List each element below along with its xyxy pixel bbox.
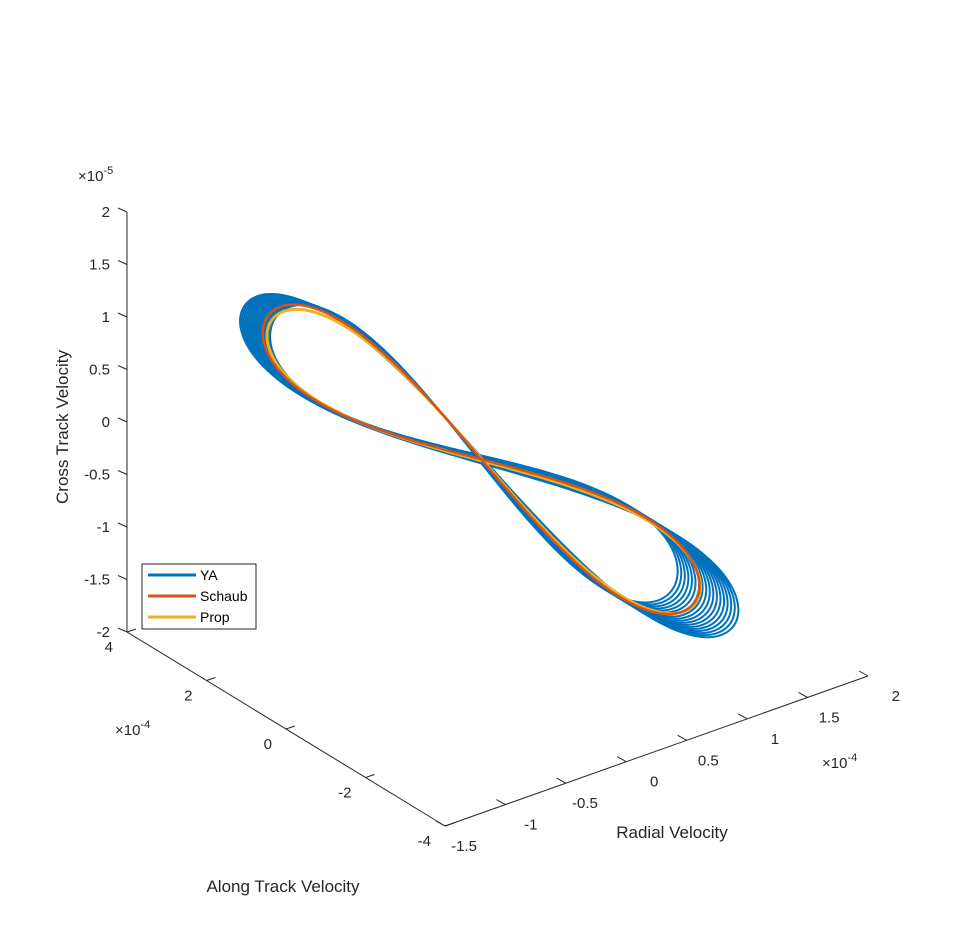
legend-schaub-label: Schaub: [200, 588, 248, 604]
y-tick-label: -4: [418, 833, 431, 850]
x-tick-label: -1: [524, 817, 537, 834]
y-tick-label: 0: [264, 736, 272, 753]
y-exponent-label: ×10-4: [115, 719, 150, 739]
x-tick-mark: [798, 691, 808, 698]
axes-lines: [126, 212, 869, 827]
y-tick-mark: [444, 822, 455, 827]
y-tick-label: -2: [338, 785, 351, 802]
z-tick-mark: [117, 627, 128, 633]
z-tick-mark: [117, 575, 128, 580]
schaub-loop: [261, 303, 701, 616]
z-tick-label: 2: [102, 204, 110, 221]
y-axis-ticks: -4 -2 0 2 4: [105, 628, 455, 850]
x-tick-mark: [435, 820, 446, 827]
legend: YA Schaub Prop: [141, 563, 257, 630]
z-tick-mark: [117, 207, 128, 213]
z-exponent-label: ×10-5: [78, 165, 113, 185]
y-tick-mark: [126, 628, 137, 633]
z-tick-label: -0.5: [84, 467, 110, 484]
y-tick-mark: [285, 725, 296, 730]
z-tick-label: 1: [102, 309, 110, 326]
series-schaub-line: [261, 303, 701, 616]
z-tick-label: 1.5: [89, 257, 110, 274]
z-tick-mark: [117, 312, 128, 318]
x-tick-label: -1.5: [451, 838, 477, 855]
z-axis-label: Cross Track Velocity: [53, 350, 72, 504]
z-tick-mark: [117, 522, 128, 528]
x-axis-label: Radial Velocity: [616, 823, 728, 842]
z-tick-label: 0.5: [89, 362, 110, 379]
x-tick-mark: [556, 777, 567, 784]
z-tick-mark: [117, 260, 128, 265]
x-tick-mark: [617, 756, 627, 763]
x-tick-mark: [737, 713, 748, 720]
z-axis-ticks: -2 -1.5 -1 -0.5 0 0.5 1 1.5 2: [84, 204, 128, 641]
x-tick-label: 1: [771, 731, 779, 748]
legend-prop-label: Prop: [200, 609, 230, 625]
y-tick-mark: [365, 774, 375, 778]
x-tick-label: 0: [650, 774, 658, 791]
z-tick-label: -2: [97, 624, 110, 641]
z-tick-mark: [117, 470, 128, 475]
x-axis-line: [444, 675, 869, 827]
x-tick-label: -0.5: [572, 795, 598, 812]
z-tick-mark: [117, 417, 128, 423]
x-tick-mark: [677, 734, 687, 741]
x-exponent-label: ×10-4: [822, 752, 857, 772]
z-tick-label: -1: [97, 519, 110, 536]
x-tick-mark: [858, 670, 869, 677]
y-tick-label: 2: [184, 688, 192, 705]
legend-ya-label: YA: [200, 567, 218, 583]
x-tick-label: 1.5: [819, 709, 840, 726]
z-tick-mark: [117, 365, 128, 370]
x-tick-label: 0.5: [698, 752, 719, 769]
y-tick-label: 4: [105, 639, 113, 656]
z-tick-label: 0: [102, 414, 110, 431]
x-tick-mark: [496, 799, 506, 806]
x-tick-label: 2: [892, 688, 900, 705]
y-tick-mark: [206, 677, 216, 681]
z-tick-label: -1.5: [84, 572, 110, 589]
x-axis-ticks: -1.5 -1 -0.5 0 0.5 1 1.5 2: [435, 670, 900, 855]
y-axis-label: Along Track Velocity: [206, 877, 360, 896]
